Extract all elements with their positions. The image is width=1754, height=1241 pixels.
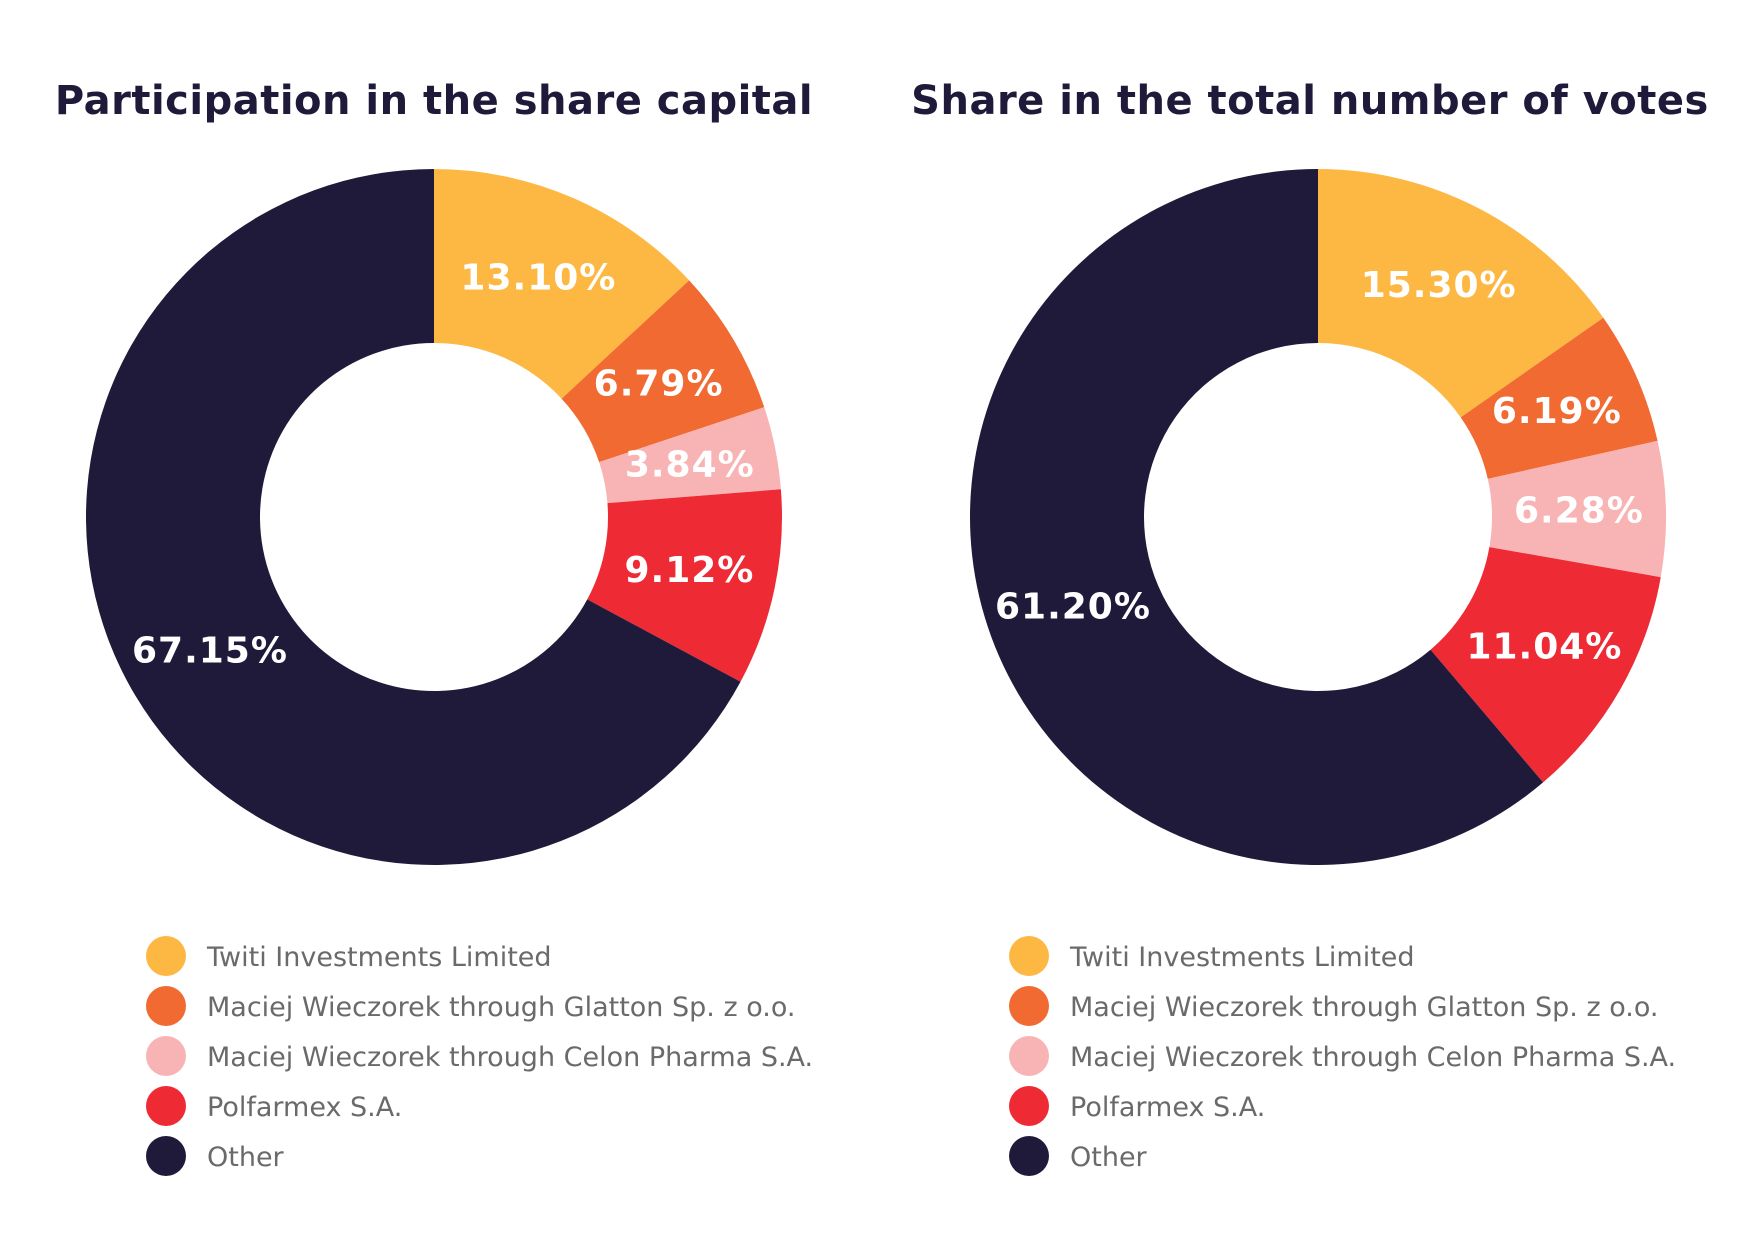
- legend-label-polfarmex-s-a: Polfarmex S.A.: [1070, 1092, 1265, 1123]
- donut-slices: [970, 169, 1666, 865]
- donut-slices: [86, 169, 782, 866]
- legend-swatch-twiti-investments-limited: [146, 936, 186, 976]
- legend-swatch-maciej-wieczorek-through-glatton-sp-z-o-o: [1009, 986, 1049, 1026]
- legend-swatch-maciej-wieczorek-through-glatton-sp-z-o-o: [146, 986, 186, 1026]
- legend-label-twiti-investments-limited: Twiti Investments Limited: [1069, 942, 1415, 973]
- legend-label-twiti-investments-limited: Twiti Investments Limited: [206, 942, 552, 973]
- slice-polfarmex-s-a: [587, 489, 782, 682]
- slice-label-maciej-wieczorek-through-celon-pharma-s-a: 3.84%: [625, 445, 755, 486]
- slice-label-twiti-investments-limited: 15.30%: [1361, 265, 1517, 306]
- slice-label-maciej-wieczorek-through-glatton-sp-z-o-o: 6.79%: [594, 364, 724, 405]
- legend-swatch-other: [1009, 1136, 1049, 1176]
- share-capital-chart: Participation in the share capital 13.10…: [55, 78, 813, 1176]
- slice-twiti-investments-limited: [1318, 169, 1604, 418]
- slice-label-other: 61.20%: [995, 586, 1151, 627]
- total-votes-chart: Share in the total number of votes 15.30…: [911, 78, 1709, 1176]
- slice-label-twiti-investments-limited: 13.10%: [460, 257, 616, 298]
- slice-other: [970, 169, 1544, 865]
- legend-swatch-polfarmex-s-a: [146, 1086, 186, 1126]
- slice-label-polfarmex-s-a: 9.12%: [624, 550, 754, 591]
- slice-polfarmex-s-a: [1430, 547, 1661, 783]
- legend-label-other: Other: [1070, 1142, 1148, 1173]
- legend-swatch-maciej-wieczorek-through-celon-pharma-s-a: [1009, 1036, 1049, 1076]
- legend-swatch-other: [146, 1136, 186, 1176]
- slice-other: [86, 169, 741, 866]
- legend-label-other: Other: [207, 1142, 285, 1173]
- legend-swatch-twiti-investments-limited: [1009, 936, 1049, 976]
- slice-label-maciej-wieczorek-through-celon-pharma-s-a: 6.28%: [1514, 490, 1644, 531]
- legend-swatch-polfarmex-s-a: [1009, 1086, 1049, 1126]
- slice-maciej-wieczorek-through-celon-pharma-s-a: [1487, 440, 1666, 578]
- slice-twiti-investments-limited: [434, 169, 690, 399]
- legend-label-polfarmex-s-a: Polfarmex S.A.: [207, 1092, 402, 1123]
- slice-maciej-wieczorek-through-celon-pharma-s-a: [599, 407, 781, 504]
- legend-label-maciej-wieczorek-through-celon-pharma-s-a: Maciej Wieczorek through Celon Pharma S.…: [207, 1042, 813, 1073]
- slice-label-polfarmex-s-a: 11.04%: [1466, 626, 1622, 667]
- slice-maciej-wieczorek-through-glatton-sp-z-o-o: [561, 280, 765, 463]
- slice-label-other: 67.15%: [132, 630, 288, 671]
- legend-label-maciej-wieczorek-through-glatton-sp-z-o-o: Maciej Wieczorek through Glatton Sp. z o…: [1070, 992, 1658, 1023]
- legend-swatch-maciej-wieczorek-through-celon-pharma-s-a: [146, 1036, 186, 1076]
- chart-title: Share in the total number of votes: [911, 78, 1709, 124]
- slice-label-maciej-wieczorek-through-glatton-sp-z-o-o: 6.19%: [1492, 391, 1622, 432]
- legend-label-maciej-wieczorek-through-glatton-sp-z-o-o: Maciej Wieczorek through Glatton Sp. z o…: [207, 992, 795, 1023]
- legend: Twiti Investments Limited Maciej Wieczore…: [146, 936, 813, 1176]
- chart-title: Participation in the share capital: [55, 78, 813, 124]
- slice-labels: 15.30% 6.19% 6.28% 11.04% 61.20%: [995, 265, 1644, 667]
- slice-maciej-wieczorek-through-glatton-sp-z-o-o: [1460, 317, 1658, 479]
- legend: Twiti Investments Limited Maciej Wieczore…: [1009, 936, 1676, 1176]
- slice-labels: 13.10% 6.79% 3.84% 9.12% 67.15%: [132, 257, 755, 671]
- legend-label-maciej-wieczorek-through-celon-pharma-s-a: Maciej Wieczorek through Celon Pharma S.…: [1070, 1042, 1676, 1073]
